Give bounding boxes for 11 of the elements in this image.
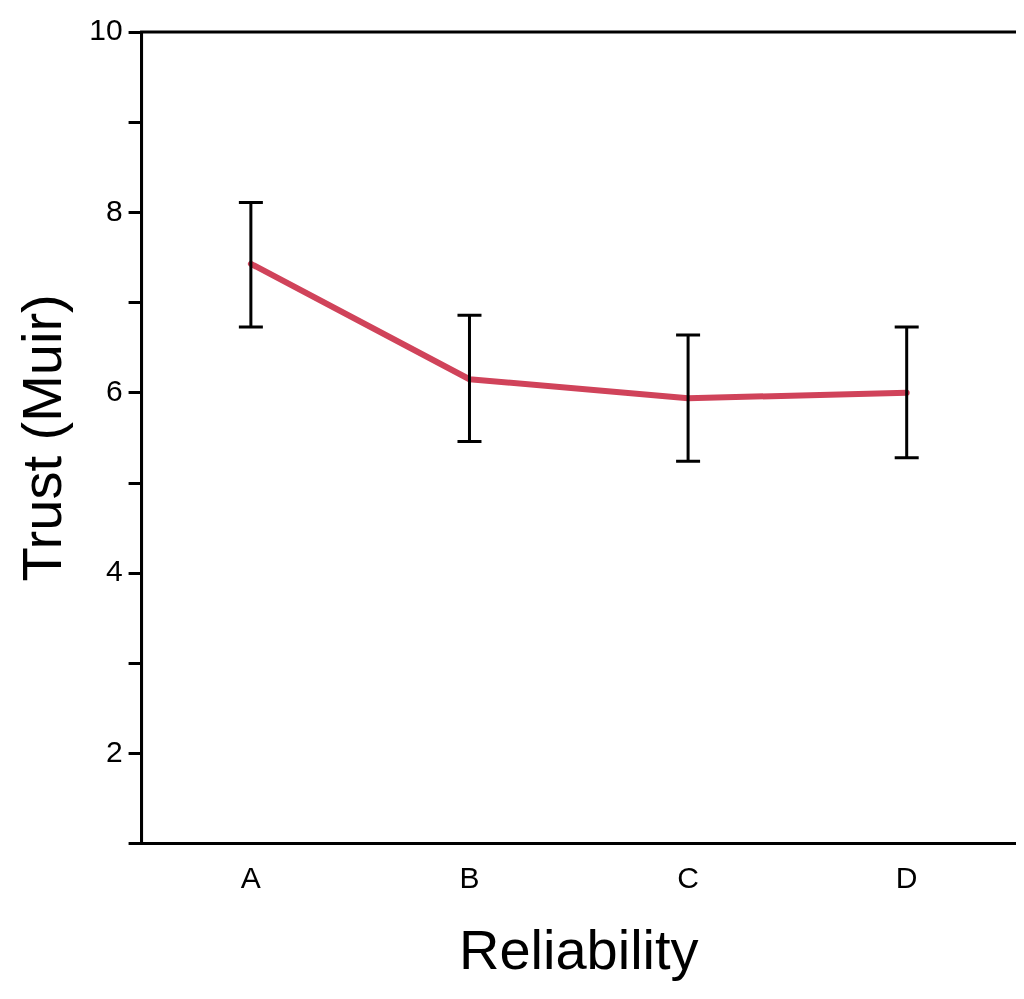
x-tick-label: D — [895, 861, 918, 895]
y-tick-label: 4 — [105, 554, 123, 588]
x-tick-label: B — [459, 861, 480, 895]
y-tick-label: 2 — [105, 734, 123, 768]
x-tick-label: C — [677, 861, 699, 895]
y-tick-label: 6 — [105, 374, 123, 408]
x-tick-label: A — [240, 861, 261, 895]
x-axis-title: Reliability — [458, 917, 699, 981]
y-axis-title: Trust (Muir) — [10, 294, 74, 582]
y-tick-label: 10 — [89, 13, 123, 47]
y-tick-label: 8 — [105, 193, 123, 227]
